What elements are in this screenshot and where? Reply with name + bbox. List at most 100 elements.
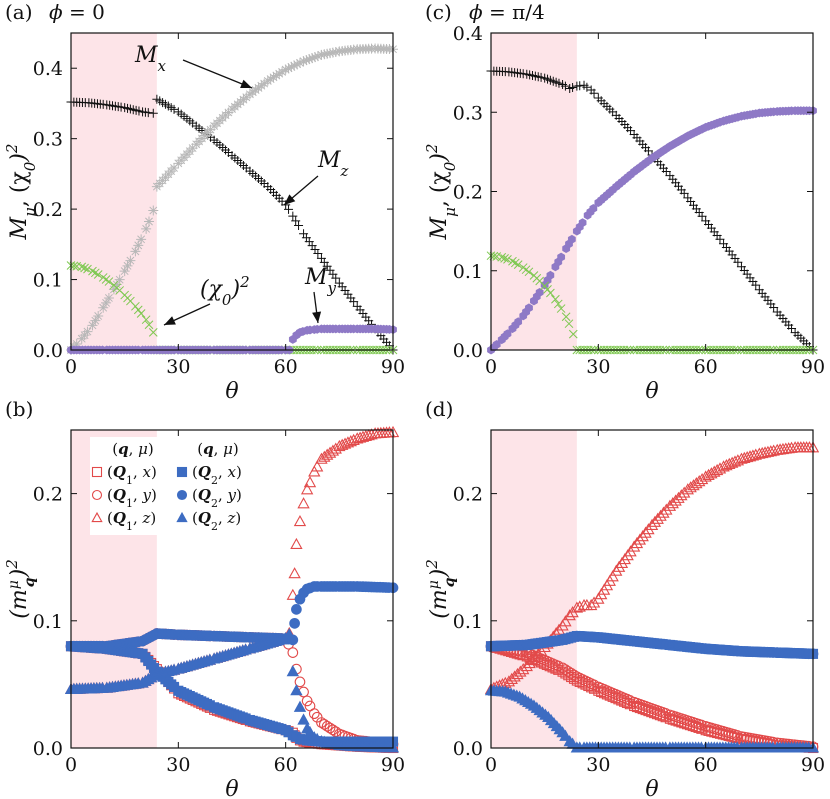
data-point: [93, 270, 103, 279]
data-point: [560, 664, 571, 675]
data-point: [578, 218, 587, 228]
data-point: [708, 465, 721, 477]
x-tick-label: 90: [381, 754, 405, 776]
data-point: [338, 437, 352, 449]
data-point: [310, 52, 321, 63]
data-point: [612, 560, 626, 572]
data-point: [286, 61, 297, 72]
y-axis-label: Mμ, (χ0)2: [3, 144, 39, 241]
data-point: [325, 48, 336, 59]
annotation-mz: Mz: [317, 148, 349, 180]
data-point: [315, 452, 328, 464]
data-point: [80, 263, 89, 273]
y-axis-label: Mμ, (χ0)2: [423, 144, 459, 241]
data-point: [660, 708, 671, 719]
axes-frame: [70, 429, 394, 749]
data-point: [98, 302, 109, 313]
y-tick-label: 0.3: [33, 129, 63, 151]
data-point: [567, 234, 576, 244]
data-point: [247, 87, 258, 98]
data-point: [93, 310, 104, 321]
data-point: [651, 512, 664, 524]
x-tick-label: 30: [586, 356, 610, 378]
data-point: [503, 255, 512, 264]
data-point: [71, 338, 82, 349]
data-point: [312, 51, 323, 62]
data-point: [584, 598, 598, 611]
data-point: [733, 257, 743, 267]
y-tick-label: 0.2: [453, 484, 483, 506]
data-point: [523, 656, 536, 669]
data-point: [83, 264, 92, 274]
panel-a: 0 30 60 90 0.0 0.1 0.2 0.3 0.4 θ (a) ϕ = 0 Mμ, (χ0)2…: [3, 0, 405, 404]
data-point: [283, 628, 296, 640]
data-point: [293, 514, 307, 527]
data-point: [327, 47, 338, 58]
data-point: [292, 59, 303, 70]
data-point: [294, 676, 306, 688]
data-point: [262, 75, 273, 86]
y-tick-label: 0.2: [33, 484, 63, 506]
data-point: [514, 317, 523, 327]
data-point: [319, 49, 330, 60]
data-point: [321, 720, 333, 732]
data-point: [723, 457, 736, 469]
series--q2-z-: [485, 684, 819, 753]
x-tick-label: 90: [801, 754, 825, 776]
data-point: [349, 297, 359, 307]
panel-label: (b): [5, 397, 33, 421]
data-point: [265, 74, 276, 85]
data-point: [627, 540, 641, 552]
panel-c: 0 30 60 90 0.0 0.1 0.2 0.3 0.4 θ (c) ϕ = π/4 Mμ, (χ0…: [423, 0, 825, 404]
series-mz: [66, 94, 398, 355]
series--q2-y-: [65, 581, 399, 652]
x-tick-label: 0: [65, 356, 77, 378]
panel-label: (d): [425, 397, 453, 421]
data-point: [300, 483, 314, 495]
y-tick-label: 0.1: [33, 270, 63, 292]
data-point: [696, 719, 707, 731]
data-point: [136, 309, 146, 318]
annotation-arrow-head: [164, 316, 176, 325]
data-point: [77, 262, 87, 272]
data-point: [277, 196, 287, 206]
data-point: [705, 467, 718, 479]
x-axis-label: θ: [645, 777, 658, 799]
legend-header: (q, μ): [112, 440, 154, 458]
data-point: [298, 56, 309, 67]
legend-label: (Q1, x): [107, 463, 157, 487]
legend-box: [90, 437, 248, 535]
data-point: [307, 53, 318, 64]
data-point: [131, 301, 140, 311]
data-point: [144, 320, 154, 330]
x-axis-label: θ: [225, 777, 238, 799]
series--q2-z-: [65, 628, 399, 753]
y-axis-label: (mμq)2: [3, 559, 38, 619]
annotation-arrow-line: [182, 59, 253, 89]
data-point: [751, 280, 761, 290]
y-tick-label: 0.2: [33, 199, 63, 221]
panel-b: 0 30 60 90 0.0 0.1 0.2 θ (b) (mμq)2 (q, μ) (q, μ) (Q…: [3, 397, 405, 799]
data-point: [633, 533, 647, 545]
data-point: [286, 665, 300, 677]
x-axis-label: θ: [225, 379, 238, 404]
data-point: [289, 617, 300, 629]
data-point: [331, 273, 341, 283]
data-point: [610, 564, 623, 576]
data-point: [271, 70, 282, 81]
series-mz: [486, 66, 818, 355]
data-point: [122, 260, 133, 271]
data-point: [143, 216, 154, 227]
data-point: [322, 48, 333, 59]
y-tick-label: 0.0: [453, 340, 483, 362]
data-point: [133, 240, 144, 251]
y-tick-label: 0.2: [453, 182, 483, 204]
data-point: [546, 270, 555, 280]
annotation-chi0sq: (χ0)2: [200, 273, 250, 309]
data-point: [536, 72, 546, 82]
data-point: [148, 108, 158, 118]
data-point: [554, 78, 564, 88]
data-point: [636, 530, 649, 542]
y-tick-label: 0.1: [453, 611, 483, 633]
x-tick-label: 60: [274, 356, 298, 378]
